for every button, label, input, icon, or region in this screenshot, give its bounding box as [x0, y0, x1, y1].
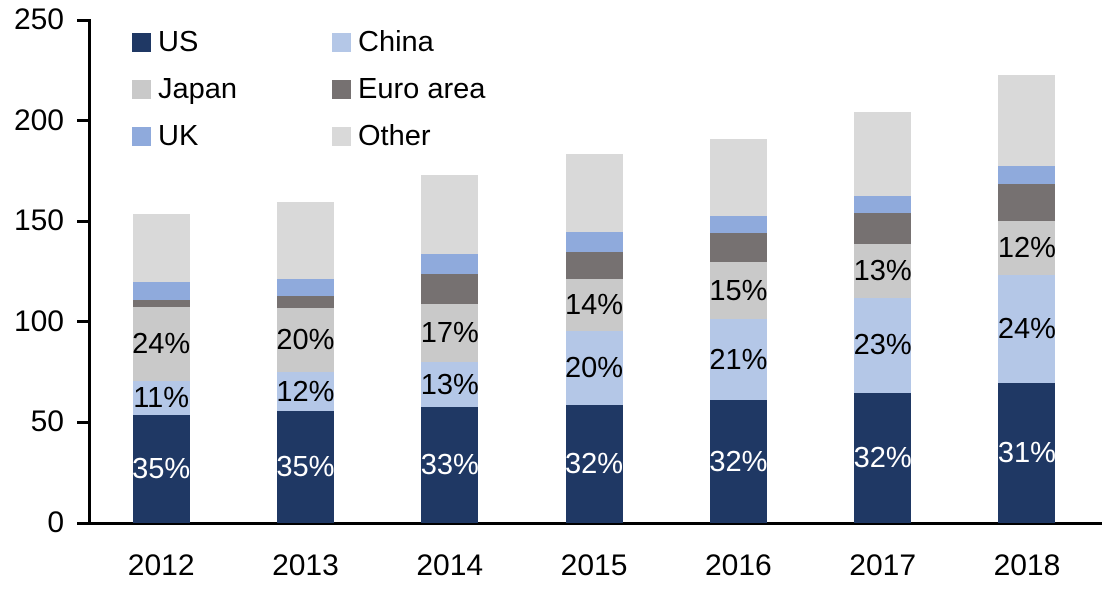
y-axis-label-50: 50: [30, 405, 64, 439]
bar-segment-us-2012: [132, 414, 190, 523]
bar-label-japan-2013: 20%: [276, 323, 335, 356]
bar-label-china-2014: 13%: [420, 368, 479, 401]
legend-label-china: China: [358, 26, 434, 58]
legend-label-japan: Japan: [158, 73, 238, 105]
bar-segment-china-2016: [709, 319, 767, 401]
bar-segment-euro-area-2012: [132, 299, 190, 308]
legend-swatch-us: [132, 33, 151, 52]
bar-segment-uk-2013: [276, 279, 334, 297]
bar-label-china-2018: 24%: [997, 312, 1056, 345]
bar-segment-japan-2014: [421, 303, 479, 363]
x-axis-label-2018: 2018: [993, 549, 1061, 582]
bar-label-china-2017: 23%: [853, 329, 912, 362]
bar-segment-other-2013: [276, 202, 334, 280]
y-axis-label-150: 150: [13, 204, 64, 238]
bar-segment-china-2018: [998, 274, 1056, 383]
y-axis-label-0: 0: [47, 506, 64, 539]
bar-segment-us-2014: [421, 407, 479, 523]
legend-swatch-uk: [132, 127, 151, 146]
bar-segment-us-2017: [854, 392, 912, 523]
bar-label-japan-2012: 24%: [132, 328, 191, 361]
bar-label-us-2015: 32%: [565, 447, 624, 480]
bar-label-japan-2014: 17%: [420, 316, 479, 349]
bar-label-us-2014: 33%: [420, 449, 479, 482]
bar-label-china-2016: 21%: [709, 343, 768, 376]
bar-segment-china-2014: [421, 362, 479, 408]
bar-segment-japan-2015: [565, 279, 623, 331]
bar-segment-euro-area-2013: [276, 296, 334, 308]
bar-segment-us-2013: [276, 411, 334, 523]
bar-segment-uk-2014: [421, 254, 479, 275]
legend-label-uk: UK: [158, 120, 199, 152]
bar-segment-japan-2012: [132, 307, 190, 381]
x-axis-label-2016: 2016: [704, 549, 772, 582]
bar-label-us-2016: 32%: [709, 445, 768, 478]
bar-segment-uk-2012: [132, 281, 190, 300]
bar-label-japan-2018: 12%: [997, 231, 1056, 264]
bar-label-japan-2015: 14%: [565, 288, 624, 321]
bar-segment-other-2015: [565, 153, 623, 233]
legend-label-euro-area: Euro area: [358, 73, 486, 105]
legend-swatch-other: [332, 127, 351, 146]
legend-swatch-euro-area: [332, 80, 351, 99]
x-axis-label-2015: 2015: [560, 549, 628, 582]
bar-segment-other-2014: [421, 174, 479, 255]
legend-swatch-japan: [132, 80, 151, 99]
bar-segment-other-2016: [709, 139, 767, 216]
bar-segment-other-2012: [132, 214, 190, 282]
legend-swatch-china: [332, 33, 351, 52]
bar-label-china-2012: 11%: [133, 381, 190, 414]
bar-label-us-2012: 35%: [132, 452, 191, 485]
bar-segment-euro-area-2014: [421, 274, 479, 304]
bar-segment-euro-area-2017: [854, 212, 912, 244]
y-axis-tick-150: [77, 219, 90, 223]
bar-label-japan-2016: 15%: [709, 274, 768, 307]
bar-segment-euro-area-2016: [709, 232, 767, 263]
bar-label-china-2015: 20%: [565, 351, 624, 384]
bar-segment-euro-area-2018: [998, 183, 1056, 221]
bar-segment-us-2015: [565, 404, 623, 523]
bar-segment-japan-2017: [854, 243, 912, 298]
y-axis-line: [88, 18, 91, 525]
bar-segment-other-2017: [854, 111, 912, 196]
legend-label-us: US: [158, 26, 199, 58]
x-axis-line: [77, 521, 1102, 525]
bar-segment-us-2016: [709, 400, 767, 523]
bar-segment-china-2012: [132, 380, 190, 415]
bar-segment-japan-2016: [709, 262, 767, 320]
y-axis-label-250: 250: [13, 3, 64, 36]
bar-label-us-2017: 32%: [853, 441, 912, 474]
bar-label-china-2013: 12%: [276, 375, 335, 408]
bar-label-us-2018: 31%: [997, 436, 1056, 469]
bar-segment-us-2018: [998, 382, 1056, 523]
bar-segment-uk-2015: [565, 232, 623, 252]
x-axis-label-2012: 2012: [127, 549, 195, 582]
bar-label-us-2013: 35%: [276, 451, 335, 484]
y-axis-tick-200: [77, 119, 90, 123]
legend-label-other: Other: [358, 120, 431, 152]
x-axis-label-2017: 2017: [849, 549, 917, 582]
bar-segment-japan-2018: [998, 220, 1056, 275]
y-axis-tick-50: [77, 420, 90, 424]
x-axis-label-2014: 2014: [416, 549, 484, 582]
bar-segment-other-2018: [998, 74, 1056, 167]
x-axis-label-2013: 2013: [272, 549, 339, 582]
bar-segment-china-2013: [276, 372, 334, 412]
y-axis-label-100: 100: [13, 304, 64, 338]
bar-segment-china-2015: [565, 330, 623, 405]
y-axis-tick-250: [77, 18, 90, 22]
bar-segment-uk-2018: [998, 166, 1056, 184]
y-axis-tick-100: [77, 320, 90, 324]
y-axis-label-200: 200: [13, 103, 64, 137]
bar-segment-euro-area-2015: [565, 251, 623, 280]
bar-label-japan-2017: 13%: [853, 254, 912, 287]
bar-segment-japan-2013: [276, 307, 334, 373]
bar-segment-uk-2016: [709, 215, 767, 233]
bar-segment-china-2017: [854, 297, 912, 393]
bar-segment-uk-2017: [854, 195, 912, 213]
